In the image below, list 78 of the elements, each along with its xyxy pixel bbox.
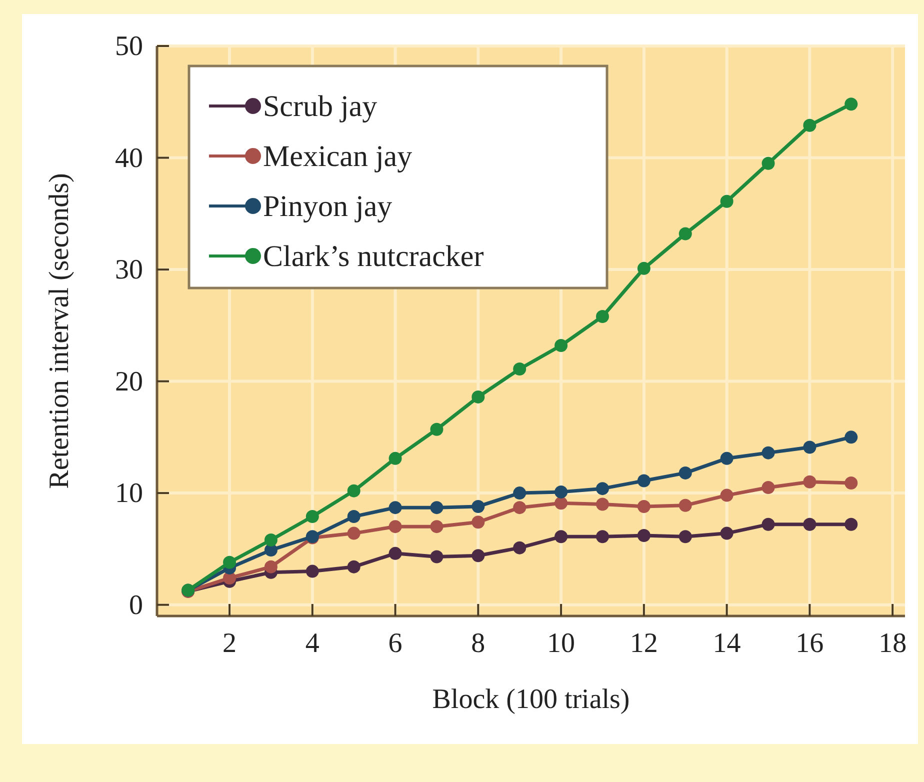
point (803, 518, 816, 531)
point (472, 390, 485, 404)
point (223, 556, 236, 569)
point (596, 498, 609, 511)
point (513, 486, 526, 500)
x-tick-label: 4 (305, 628, 320, 659)
point (637, 500, 650, 513)
point (430, 422, 444, 436)
point (347, 526, 360, 540)
legend-label: Mexican jay (263, 140, 412, 173)
point (306, 510, 319, 524)
point (347, 484, 360, 498)
point (472, 516, 485, 529)
y-tick-label: 0 (129, 590, 143, 621)
point (554, 496, 568, 510)
point (472, 500, 485, 513)
point (803, 440, 816, 454)
y-axis-title: Retention interval (seconds) (44, 173, 75, 489)
point (596, 482, 609, 496)
x-tick-label: 10 (547, 628, 576, 659)
point (513, 501, 526, 514)
x-tick-label: 16 (796, 628, 824, 659)
x-tick-label: 18 (878, 628, 907, 659)
point (762, 480, 775, 494)
point (554, 485, 568, 498)
point (762, 446, 775, 460)
point (720, 194, 734, 208)
y-tick-label: 20 (115, 366, 143, 398)
legend-label: Pinyon jay (263, 190, 392, 223)
point (388, 452, 402, 465)
point (513, 541, 526, 554)
point (720, 526, 734, 540)
legend-label: Scrub jay (263, 90, 378, 123)
point (803, 475, 816, 488)
x-tick-label: 8 (471, 628, 486, 659)
x-axis-title: Block (100 trials) (432, 684, 630, 715)
y-tick-label: 10 (115, 478, 143, 510)
point (388, 520, 402, 534)
point (388, 501, 402, 514)
point (472, 549, 485, 562)
point (637, 474, 650, 488)
point (430, 550, 444, 564)
point (720, 488, 734, 502)
point (554, 339, 568, 352)
point (347, 510, 360, 524)
y-tick-label: 50 (115, 31, 143, 62)
y-tick-label: 40 (115, 142, 143, 174)
point (678, 466, 692, 480)
point (513, 362, 526, 376)
point (306, 564, 319, 578)
point (762, 518, 775, 531)
point (844, 98, 858, 111)
x-tick-label: 2 (222, 628, 237, 659)
legend-label: Clark’s nutcracker (263, 240, 484, 273)
point (596, 530, 609, 544)
point (762, 156, 775, 170)
y-tick-label: 30 (115, 254, 143, 286)
point (347, 560, 360, 574)
point (264, 534, 278, 546)
point (554, 530, 568, 544)
x-tick-label: 12 (630, 628, 658, 659)
point (264, 560, 278, 574)
point (596, 310, 609, 323)
x-tick-label: 6 (388, 628, 402, 659)
point (803, 118, 816, 132)
point (844, 518, 858, 531)
x-tick-label: 14 (712, 628, 741, 659)
point (844, 476, 858, 490)
point (388, 546, 402, 560)
point (844, 430, 858, 444)
point (430, 520, 444, 534)
point (678, 530, 692, 544)
point (720, 452, 734, 465)
point (430, 501, 444, 514)
point (637, 262, 650, 275)
point (678, 498, 692, 512)
point (637, 529, 650, 542)
point (678, 227, 692, 240)
